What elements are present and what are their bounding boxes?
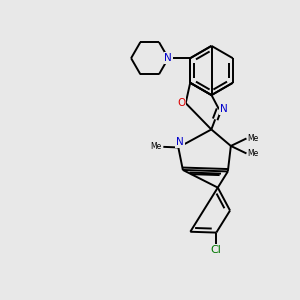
Text: O: O [177,98,185,108]
Text: N: N [164,53,172,63]
Text: N: N [220,104,227,114]
Text: Cl: Cl [211,245,222,255]
Text: Me: Me [247,149,259,158]
Text: N: N [176,137,184,147]
Text: Me: Me [247,134,259,143]
Text: Me: Me [151,142,162,151]
